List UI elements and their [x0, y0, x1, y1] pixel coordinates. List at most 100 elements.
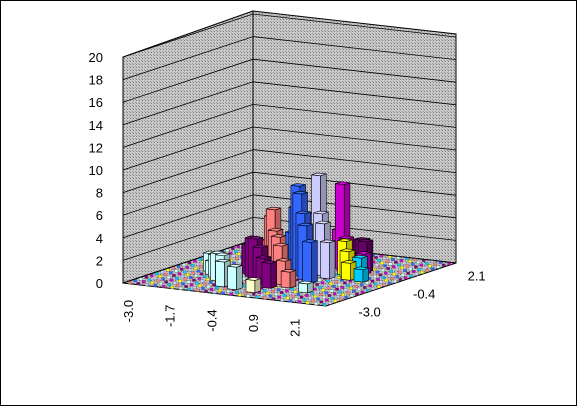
floor-marker — [384, 278, 389, 282]
floor-marker — [387, 281, 392, 285]
x-tick-label: -0.4 — [204, 309, 219, 331]
floor-marker — [397, 270, 402, 274]
z-tick-label: 18 — [89, 73, 103, 88]
floor-marker — [376, 285, 381, 289]
floor-marker — [329, 289, 334, 293]
floor-marker — [189, 283, 194, 287]
floor-marker — [382, 257, 387, 260]
floor-marker — [371, 287, 375, 290]
floor-marker — [285, 296, 290, 300]
floor-marker — [320, 281, 325, 285]
z-tick-label: 14 — [89, 118, 103, 133]
floor-marker — [408, 259, 412, 263]
floor-marker — [242, 277, 246, 281]
floor-marker — [329, 282, 333, 286]
floor-marker — [373, 282, 378, 286]
floor-marker — [380, 268, 385, 272]
x-tick-label: 2.1 — [288, 319, 303, 337]
y-tick-label: -3.0 — [358, 305, 380, 320]
floor-marker — [343, 288, 348, 292]
floor-marker — [378, 273, 383, 277]
floor-marker — [282, 293, 287, 297]
z-axis-tick-labels: 0 2 4 6 8 10 12 14 16 18 20 — [89, 50, 103, 291]
z-gridline — [122, 149, 457, 193]
floor-marker — [190, 264, 195, 268]
floor-marker — [235, 290, 239, 294]
floor-marker — [328, 301, 332, 305]
floor-marker — [310, 292, 315, 296]
floor-marker — [234, 257, 239, 261]
floor-marker — [169, 278, 174, 282]
floor-marker — [317, 278, 322, 282]
z-tick-label: 20 — [89, 50, 103, 65]
floor-marker — [243, 291, 248, 295]
floor-marker — [370, 272, 374, 276]
floor-marker — [379, 280, 383, 284]
floor-marker — [231, 247, 235, 250]
floor-marker — [200, 279, 205, 283]
floor-marker — [195, 281, 199, 285]
z-gridline — [122, 13, 457, 58]
floor-marker — [246, 294, 251, 298]
x-tick-label: -3.0 — [121, 300, 136, 322]
floor-marker — [179, 267, 184, 271]
floor-marker — [420, 270, 424, 274]
floor-marker — [308, 296, 312, 300]
floor-marker — [142, 280, 146, 284]
floor-marker — [336, 275, 341, 279]
floor-marker — [374, 263, 379, 267]
floor-marker — [187, 261, 192, 265]
floor-marker — [380, 261, 384, 265]
floor-marker — [255, 295, 259, 299]
floor-marker — [203, 282, 208, 286]
floor-marker — [145, 283, 149, 286]
floor-marker — [192, 286, 197, 289]
floor-marker — [390, 277, 394, 281]
bars-layer — [203, 172, 374, 294]
floor-marker — [374, 256, 378, 259]
floor-marker — [326, 279, 330, 283]
floor-marker — [349, 294, 354, 298]
floor-marker — [322, 295, 326, 299]
floor-marker — [302, 298, 307, 302]
floor-marker — [136, 282, 141, 285]
floor-marker — [397, 263, 401, 267]
floor-marker — [293, 290, 298, 294]
floor-marker — [408, 267, 413, 271]
floor-marker — [183, 277, 188, 281]
floor-marker — [403, 269, 407, 272]
floor-marker — [366, 288, 370, 292]
floor-marker — [363, 286, 367, 289]
floor-marker — [411, 262, 415, 266]
z-gridline — [122, 103, 457, 148]
z-tick-label: 8 — [96, 186, 103, 201]
floor-marker — [212, 290, 217, 294]
floor-marker — [388, 262, 393, 266]
left-back-wall — [122, 10, 254, 284]
floor-marker — [335, 295, 340, 298]
floor-marker — [375, 270, 380, 274]
floor-marker — [133, 279, 138, 283]
floor-marker — [232, 261, 236, 265]
floor-marker — [305, 293, 309, 297]
z-gridline — [122, 126, 457, 171]
floor-marker — [346, 284, 350, 288]
x-tick-label: -1.7 — [163, 305, 178, 327]
floor-marker — [338, 290, 342, 294]
floor-marker — [147, 278, 151, 282]
z-tick-label: 2 — [96, 253, 103, 268]
floor-marker — [202, 275, 207, 279]
z-gridline — [122, 194, 457, 239]
bar — [245, 277, 261, 294]
floor-marker — [372, 267, 377, 271]
z-tick-label: 0 — [96, 276, 103, 291]
floor-marker — [314, 302, 318, 306]
floor-marker — [180, 275, 185, 278]
floor-marker — [158, 274, 162, 278]
bar — [353, 266, 369, 283]
floor-marker — [392, 272, 396, 276]
floor-marker — [405, 264, 410, 268]
floor-marker — [425, 269, 430, 273]
floor-marker — [313, 294, 318, 298]
